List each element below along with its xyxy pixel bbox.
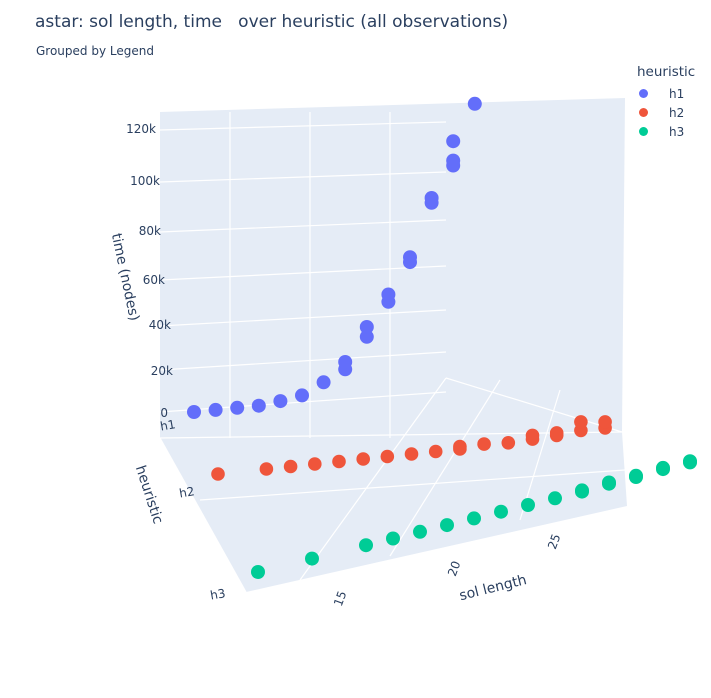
legend-item-h3[interactable]: h3 bbox=[639, 122, 695, 141]
point-h1[interactable] bbox=[251, 398, 266, 413]
floor bbox=[160, 432, 627, 592]
point-h3[interactable] bbox=[386, 531, 400, 546]
legend-label-h2: h2 bbox=[669, 105, 685, 120]
point-h1[interactable] bbox=[467, 96, 482, 111]
z-gridline bbox=[159, 309, 447, 327]
point-h3[interactable] bbox=[467, 511, 481, 526]
point-h2[interactable] bbox=[501, 436, 516, 450]
z-gridline bbox=[159, 265, 447, 281]
x-tick-label: 15 bbox=[331, 589, 349, 608]
y-tick-label: h1 bbox=[159, 417, 176, 433]
point-h2[interactable] bbox=[428, 444, 443, 459]
point-h3[interactable] bbox=[629, 468, 643, 483]
point-h3[interactable] bbox=[602, 475, 616, 490]
point-h1[interactable] bbox=[273, 394, 288, 409]
legend-label-h1: h1 bbox=[669, 86, 685, 101]
point-h2[interactable] bbox=[380, 449, 395, 464]
point-h2[interactable] bbox=[356, 452, 371, 466]
z-gridline bbox=[159, 171, 447, 183]
legend-item-h1[interactable]: h1 bbox=[639, 84, 695, 103]
z-tick-label: 80k bbox=[139, 224, 161, 238]
y-axis-title: heuristic bbox=[132, 464, 166, 526]
point-h2[interactable] bbox=[283, 459, 298, 474]
point-h1[interactable] bbox=[338, 355, 353, 369]
point-h2[interactable] bbox=[477, 437, 491, 451]
point-h2[interactable] bbox=[453, 439, 467, 454]
point-h3[interactable] bbox=[548, 491, 562, 506]
chart-title: astar: sol length, time over heuristic (… bbox=[35, 12, 509, 32]
point-h1[interactable] bbox=[316, 375, 331, 390]
point-h3[interactable] bbox=[413, 524, 427, 539]
point-h3[interactable] bbox=[683, 454, 697, 469]
z-gridline bbox=[159, 121, 447, 131]
point-h2[interactable] bbox=[549, 426, 564, 440]
point-h1[interactable] bbox=[295, 388, 309, 403]
legend-marker-h1 bbox=[639, 89, 648, 98]
z-tick-label: 40k bbox=[149, 318, 171, 332]
point-h2[interactable] bbox=[598, 415, 612, 429]
chart-subtitle: Grouped by Legend bbox=[36, 44, 154, 58]
legend[interactable]: heuristic h1 h2 h3 bbox=[637, 64, 695, 141]
z-tick-label: 100k bbox=[130, 174, 160, 188]
floor-gridline bbox=[159, 437, 247, 593]
floor-gridline bbox=[445, 377, 623, 433]
legend-item-h2[interactable]: h2 bbox=[639, 103, 695, 122]
legend-label-h3: h3 bbox=[669, 124, 685, 139]
gridlines bbox=[159, 112, 626, 593]
floor-gridline bbox=[199, 469, 626, 501]
point-h1[interactable] bbox=[359, 320, 374, 334]
point-h1[interactable] bbox=[230, 400, 245, 415]
point-h1[interactable] bbox=[187, 405, 201, 419]
point-h1[interactable] bbox=[403, 250, 417, 265]
point-h1[interactable] bbox=[446, 153, 461, 168]
z-tick-label: 0 bbox=[160, 406, 168, 420]
point-h3[interactable] bbox=[359, 538, 373, 553]
legend-marker-h3 bbox=[639, 127, 648, 136]
x-tick-label: 20 bbox=[445, 559, 463, 578]
point-h3[interactable] bbox=[494, 504, 508, 519]
point-h2[interactable] bbox=[525, 428, 540, 443]
point-h1[interactable] bbox=[446, 134, 461, 149]
floor-gridline bbox=[299, 377, 447, 581]
point-h3[interactable] bbox=[656, 460, 670, 475]
z-axis-title: time (nodes) bbox=[108, 232, 142, 323]
floor-gridline bbox=[159, 431, 623, 439]
point-h2[interactable] bbox=[308, 457, 322, 471]
point-h2[interactable] bbox=[404, 447, 419, 461]
point-h1[interactable] bbox=[381, 287, 396, 302]
z-gridline bbox=[159, 351, 447, 371]
point-h2[interactable] bbox=[259, 462, 274, 476]
point-h3[interactable] bbox=[251, 565, 265, 579]
point-h3[interactable] bbox=[305, 551, 319, 566]
point-h2[interactable] bbox=[332, 454, 346, 469]
legend-marker-h2 bbox=[639, 108, 648, 117]
z-tick-label: 120k bbox=[126, 122, 156, 136]
point-h3[interactable] bbox=[575, 483, 589, 498]
data-points[interactable] bbox=[187, 96, 697, 579]
z-tick-label: 60k bbox=[143, 273, 165, 287]
y-tick-label: h2 bbox=[178, 484, 195, 500]
legend-title: heuristic bbox=[637, 64, 696, 80]
z-gridline bbox=[159, 219, 447, 233]
x-tick-label: 25 bbox=[545, 532, 563, 551]
point-h1[interactable] bbox=[208, 402, 223, 417]
point-h1[interactable] bbox=[359, 329, 374, 344]
point-h1[interactable] bbox=[424, 191, 439, 205]
z-tick-label: 20k bbox=[151, 364, 173, 378]
floor-gridline bbox=[389, 379, 501, 557]
tick-labels: 0 20k 40k 60k 80k 100k 120k h1 h2 h3 15 20 25 bbox=[126, 122, 563, 608]
point-h3[interactable] bbox=[440, 518, 454, 533]
x-axis-title: sol length bbox=[458, 572, 529, 604]
point-h2[interactable] bbox=[574, 415, 588, 429]
point-h2[interactable] bbox=[211, 467, 225, 481]
point-h3[interactable] bbox=[521, 498, 535, 512]
y-tick-label: h3 bbox=[209, 586, 226, 602]
